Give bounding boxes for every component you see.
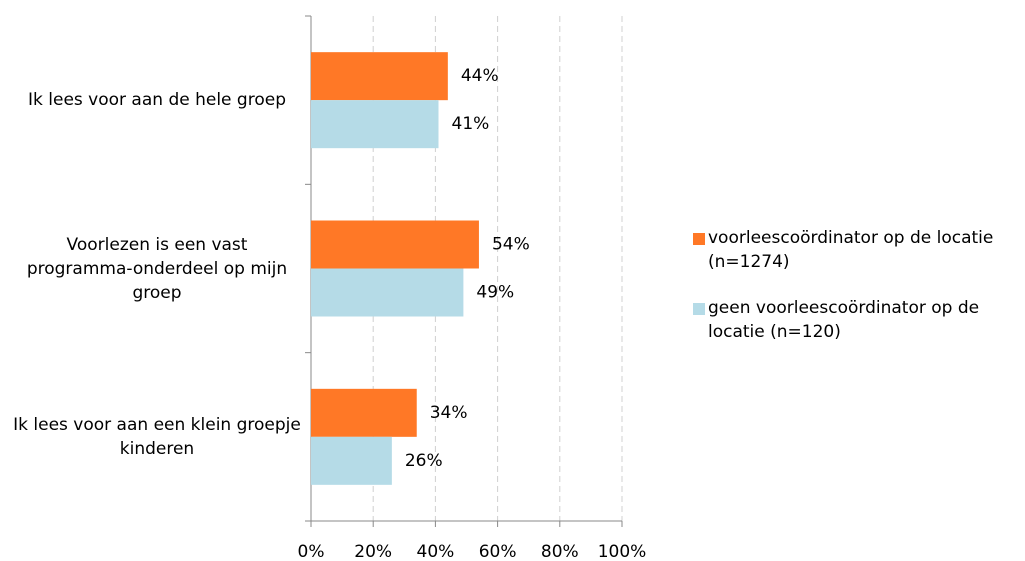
- value-label: 49%: [476, 283, 514, 303]
- bar: [311, 220, 479, 269]
- x-tick-label: 60%: [479, 542, 517, 561]
- bar: [311, 388, 417, 437]
- value-label: 41%: [452, 114, 490, 134]
- bar: [311, 268, 464, 317]
- legend-swatch: [693, 233, 705, 245]
- x-tick-label: 0%: [298, 542, 325, 561]
- y-tick-label: Ik lees voor aan een klein groepje kinde…: [13, 414, 301, 459]
- x-tick-label: 80%: [541, 542, 579, 561]
- legend-label: geen voorleescoördinator op de locatie (…: [708, 298, 980, 342]
- legend-label: voorleescoördinator op de locatie (n=127…: [708, 228, 994, 272]
- legend-swatch: [693, 303, 705, 315]
- bar: [311, 100, 439, 149]
- x-tick-label: 100%: [598, 542, 647, 561]
- x-tick-label: 20%: [354, 542, 392, 561]
- x-tick-label: 40%: [417, 542, 455, 561]
- y-tick-label: Voorlezen is een vast programma-onderdee…: [26, 234, 288, 303]
- value-label: 34%: [430, 403, 468, 423]
- bar: [311, 52, 448, 101]
- bar: [311, 436, 392, 485]
- value-label: 44%: [461, 66, 499, 86]
- value-label: 54%: [492, 235, 530, 255]
- y-tick-label: Ik lees voor aan de hele groep: [28, 90, 286, 111]
- value-label: 26%: [405, 451, 443, 471]
